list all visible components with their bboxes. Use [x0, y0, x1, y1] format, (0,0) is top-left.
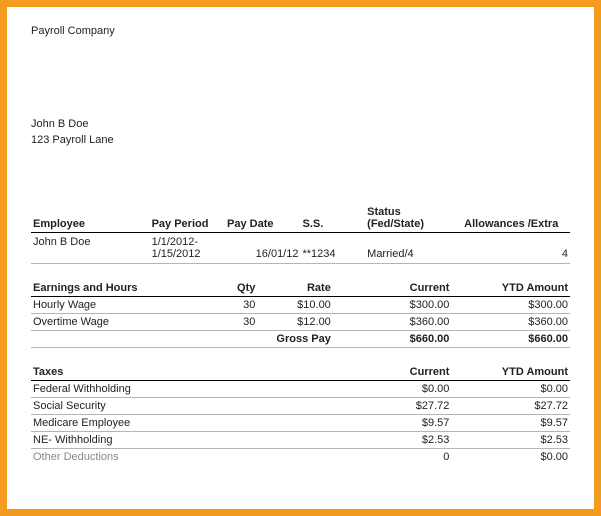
tax-row: Medicare Employee $9.57 $9.57 [31, 415, 570, 432]
earn-ytd: $300.00 [451, 297, 570, 314]
earn-label: Hourly Wage [31, 297, 193, 314]
earn-label: Overtime Wage [31, 314, 193, 331]
hdr-employee: Employee [31, 204, 150, 233]
earn-rate: $12.00 [257, 314, 332, 331]
tax-ytd: $2.53 [451, 432, 570, 449]
earnings-header: Earnings and Hours Qty Rate Current YTD … [31, 280, 570, 297]
earn-current: $300.00 [333, 297, 452, 314]
tax-ytd: $0.00 [451, 449, 570, 466]
cell-allowances: 4 [462, 233, 570, 264]
tax-ytd: $27.72 [451, 398, 570, 415]
earnings-row: Hourly Wage 30 $10.00 $300.00 $300.00 [31, 297, 570, 314]
cell-ss: **1234 [300, 233, 365, 264]
tax-label: Social Security [31, 398, 333, 415]
tax-ytd: $9.57 [451, 415, 570, 432]
earn-qty: 30 [193, 314, 258, 331]
hdr-earnings: Earnings and Hours [31, 280, 193, 297]
earn-qty: 30 [193, 297, 258, 314]
hdr-pay-date: Pay Date [225, 204, 300, 233]
hdr-status: Status (Fed/State) [365, 204, 462, 233]
cell-pay-date: 16/01/12 [225, 233, 300, 264]
gross-pay-row: Gross Pay $660.00 $660.00 [31, 331, 570, 348]
employee-name: John B Doe [31, 117, 570, 133]
tax-label: Other Deductions [31, 449, 333, 466]
info-data-row: John B Doe 1/1/2012- 1/15/2012 16/01/12 … [31, 233, 570, 264]
hdr-pay-period: Pay Period [150, 204, 225, 233]
earnings-row: Overtime Wage 30 $12.00 $360.00 $360.00 [31, 314, 570, 331]
employee-address: 123 Payroll Lane [31, 133, 570, 149]
hdr-tax-current: Current [333, 364, 452, 381]
cell-emp-name: John B Doe [31, 233, 150, 264]
hdr-rate: Rate [257, 280, 332, 297]
tax-row: Federal Withholding $0.00 $0.00 [31, 381, 570, 398]
tax-label: NE- Withholding [31, 432, 333, 449]
tax-current: $0.00 [333, 381, 452, 398]
tax-label: Medicare Employee [31, 415, 333, 432]
hdr-current: Current [333, 280, 452, 297]
tax-current: 0 [333, 449, 452, 466]
hdr-ytd: YTD Amount [451, 280, 570, 297]
company-name: Payroll Company [31, 25, 570, 37]
gross-current: $660.00 [333, 331, 452, 348]
earnings-table: Earnings and Hours Qty Rate Current YTD … [31, 280, 570, 348]
tax-row: Social Security $27.72 $27.72 [31, 398, 570, 415]
cell-status: Married/4 [365, 233, 462, 264]
taxes-header: Taxes Current YTD Amount [31, 364, 570, 381]
hdr-taxes: Taxes [31, 364, 333, 381]
tax-row: NE- Withholding $2.53 $2.53 [31, 432, 570, 449]
hdr-allowances: Allowances /Extra [462, 204, 570, 233]
employee-address-block: John B Doe 123 Payroll Lane [31, 117, 570, 149]
tax-current: $27.72 [333, 398, 452, 415]
gross-label: Gross Pay [257, 331, 332, 348]
gross-ytd: $660.00 [451, 331, 570, 348]
info-header-row: Employee Pay Period Pay Date S.S. Status… [31, 204, 570, 233]
tax-ytd: $0.00 [451, 381, 570, 398]
tax-current: $9.57 [333, 415, 452, 432]
earn-rate: $10.00 [257, 297, 332, 314]
taxes-table: Taxes Current YTD Amount Federal Withhol… [31, 364, 570, 465]
tax-row: Other Deductions 0 $0.00 [31, 449, 570, 466]
earn-ytd: $360.00 [451, 314, 570, 331]
hdr-ss: S.S. [300, 204, 365, 233]
hdr-qty: Qty [193, 280, 258, 297]
employee-info-table: Employee Pay Period Pay Date S.S. Status… [31, 204, 570, 264]
earn-current: $360.00 [333, 314, 452, 331]
document-frame: Payroll Company John B Doe 123 Payroll L… [0, 0, 601, 516]
cell-pay-period: 1/1/2012- 1/15/2012 [150, 233, 225, 264]
tax-current: $2.53 [333, 432, 452, 449]
hdr-tax-ytd: YTD Amount [451, 364, 570, 381]
tax-label: Federal Withholding [31, 381, 333, 398]
